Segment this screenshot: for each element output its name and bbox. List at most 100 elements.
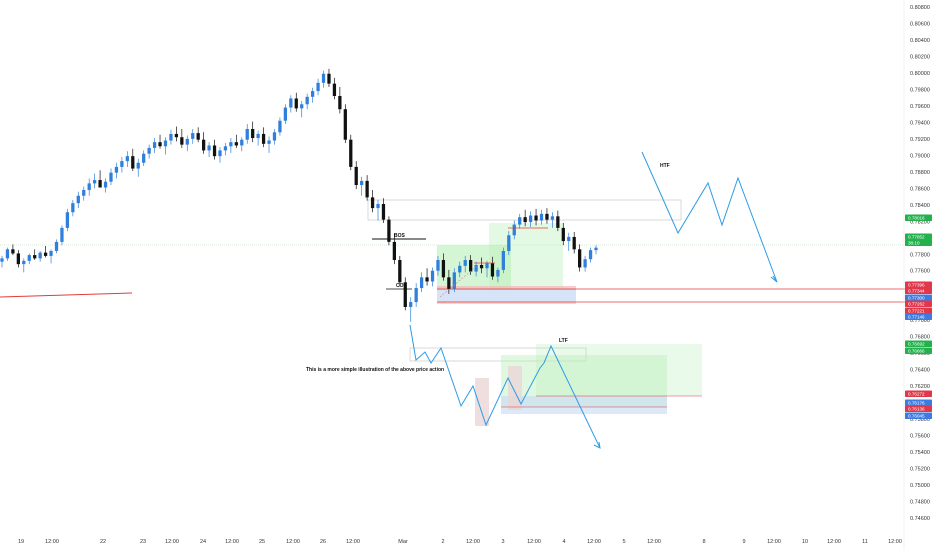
- candle-body: [381, 203, 386, 220]
- candle-body: [283, 107, 288, 121]
- price-tick-label: 0.80200: [910, 54, 930, 60]
- candle-body: [316, 82, 320, 92]
- time-tick-label: 12:00: [466, 539, 480, 545]
- candle-body: [76, 195, 80, 204]
- price-tick-label: 0.80800: [910, 5, 930, 11]
- candle-body: [207, 145, 211, 151]
- risk-zone-2: [437, 301, 576, 304]
- candle-body: [103, 181, 108, 188]
- price-badge-bg: [905, 233, 932, 240]
- price-badge: 0.77852: [905, 233, 932, 240]
- candle-body: [169, 133, 173, 141]
- ltf-red-box-1: [475, 378, 489, 426]
- ltf-label: LTF: [559, 338, 568, 344]
- price-badge: 0.76692: [905, 340, 932, 347]
- candle-body: [87, 183, 91, 190]
- candle-body: [218, 150, 222, 157]
- price-badge-label: 0.77344: [908, 289, 925, 294]
- price-tick-label: 0.78800: [910, 170, 930, 176]
- time-tick-label: 10: [802, 539, 808, 545]
- cot-label: COT: [396, 283, 407, 289]
- candle-body: [403, 282, 407, 308]
- time-tick-label: 8: [702, 539, 705, 545]
- candle-body: [567, 236, 571, 242]
- price-badge-label: 0.78016: [908, 216, 925, 221]
- candle-body: [185, 138, 189, 145]
- price-badge: 0.76272: [905, 390, 932, 397]
- candle-body: [82, 189, 86, 196]
- candle-body: [245, 128, 249, 140]
- candle-body: [5, 249, 10, 259]
- candle-body: [338, 96, 342, 110]
- dashed-projection: [439, 264, 479, 298]
- candle-body: [174, 133, 179, 138]
- candle-body: [349, 139, 353, 167]
- candle-body: [158, 142, 162, 147]
- price-badge: 0.77146: [905, 313, 932, 320]
- time-axis[interactable]: 19 12:00 22 23 12:00 24 12:00 25 12:00 26 12:00 Mar…: [18, 539, 902, 545]
- price-badge-label: 0.77262: [908, 302, 925, 307]
- candle-body: [22, 260, 26, 265]
- price-tick-label: 0.74600: [910, 516, 930, 522]
- candle-body: [54, 241, 59, 251]
- candle-body: [310, 91, 315, 97]
- candle-body: [588, 250, 593, 260]
- candle-body: [136, 162, 140, 169]
- candle-body: [419, 277, 424, 289]
- price-tick-label: 0.76600: [910, 351, 930, 357]
- candle-body: [212, 145, 217, 157]
- candle-body: [490, 263, 495, 277]
- time-tick-label: 12:00: [647, 539, 661, 545]
- price-tick-label: 0.79000: [910, 153, 930, 159]
- candle-body: [556, 216, 560, 228]
- candle-body: [425, 277, 429, 282]
- candle-body: [479, 264, 484, 269]
- candle-body: [93, 180, 97, 184]
- candle-body: [131, 156, 135, 169]
- time-tick-label: 12:00: [888, 539, 902, 545]
- price-badge-bg: [905, 399, 932, 406]
- price-badge: 0.76176: [905, 399, 932, 406]
- candle-body: [278, 120, 282, 133]
- candle-body: [16, 253, 20, 265]
- candle-body: [354, 166, 358, 186]
- candles-layer: [0, 68, 598, 322]
- time-tick-label: 9: [742, 539, 745, 545]
- candle-body: [191, 133, 195, 139]
- price-tick-label: 0.79600: [910, 104, 930, 110]
- htf-arrow-head: [770, 275, 778, 283]
- price-badge: 0.77221: [905, 307, 932, 314]
- price-tick-label: 0.74800: [910, 500, 930, 506]
- price-badge: 0.77262: [905, 300, 932, 307]
- price-badge-bg: [905, 287, 932, 294]
- candle-body: [251, 128, 255, 139]
- candle-body: [594, 247, 598, 251]
- time-tick-label: 24: [200, 539, 206, 545]
- price-badge-label: 0.76692: [908, 342, 925, 347]
- candle-body: [196, 133, 200, 140]
- price-badge: 0.78016: [905, 214, 932, 221]
- price-tick-label: 0.76200: [910, 384, 930, 390]
- time-tick-label: 2: [441, 539, 444, 545]
- candle-body: [152, 142, 157, 148]
- time-tick-label: 3: [501, 539, 504, 545]
- candle-body: [485, 263, 489, 269]
- price-tick-label: 0.78600: [910, 186, 930, 192]
- time-tick-label: 5: [622, 539, 625, 545]
- long-position-zone-2: [489, 223, 563, 289]
- price-tick-label: 0.75000: [910, 483, 930, 489]
- time-tick-label: 12:00: [827, 539, 841, 545]
- time-tick-label: 12:00: [286, 539, 300, 545]
- candle-body: [376, 203, 380, 209]
- candle-body: [370, 197, 375, 209]
- candle-body: [147, 147, 151, 154]
- price-tick-label: 0.80600: [910, 21, 930, 27]
- candle-body: [267, 140, 271, 144]
- price-tick-label: 0.78200: [910, 219, 930, 225]
- candle-body: [561, 227, 565, 242]
- candle-body: [534, 215, 538, 221]
- price-tick-label: 0.75400: [910, 450, 930, 456]
- candle-body: [528, 215, 533, 223]
- candle-body: [109, 172, 113, 182]
